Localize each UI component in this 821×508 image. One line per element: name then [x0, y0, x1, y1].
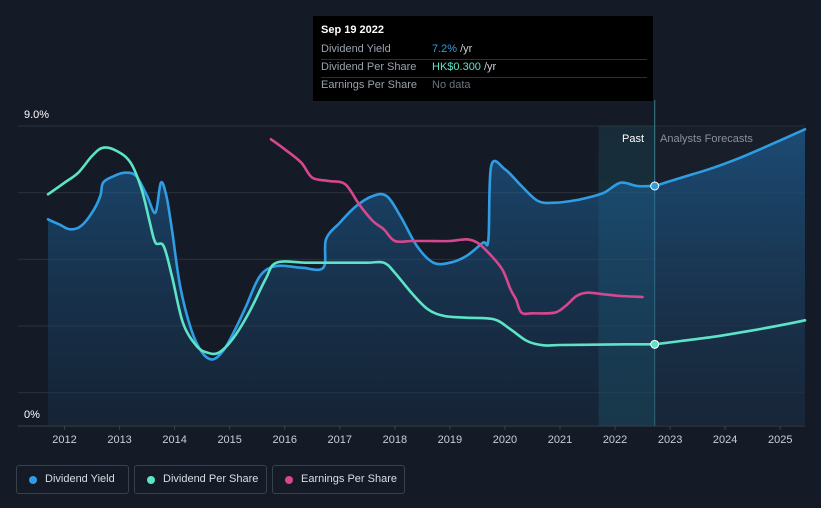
- tooltip-value: HK$0.300/yr: [432, 61, 497, 73]
- legend-dot-icon: [147, 476, 155, 484]
- tooltip-value: 7.2%/yr: [432, 43, 473, 55]
- dividend-yield-line: [46, 159, 656, 361]
- dividend-yield-forecast-line: [653, 128, 807, 188]
- x-tick-label: 2024: [713, 434, 737, 446]
- x-tick-label: 2019: [438, 434, 462, 446]
- dividend-yield-area: [48, 129, 805, 427]
- tooltip-row-dividend-per-share: Dividend Per Share HK$0.300/yr: [321, 61, 651, 75]
- legend-item-dividend-per-share[interactable]: Dividend Per Share: [134, 465, 267, 494]
- dividend-per-share-line: [46, 146, 656, 356]
- dividend-yield-marker: [650, 181, 660, 191]
- tooltip-row-dividend-yield: Dividend Yield 7.2%/yr: [321, 43, 651, 57]
- x-tick-label: 2021: [548, 434, 572, 446]
- x-tick-label: 2012: [52, 434, 76, 446]
- x-tick-label: 2015: [217, 434, 241, 446]
- tooltip-value: No data: [432, 79, 471, 91]
- legend-dot-icon: [285, 476, 293, 484]
- legend-item-dividend-yield[interactable]: Dividend Yield: [16, 465, 129, 494]
- axis-labels: 9.0% 0% Past Analysts Forecasts: [24, 109, 753, 421]
- x-tick-label: 2016: [272, 434, 296, 446]
- tooltip-row-earnings-per-share: Earnings Per Share No data: [321, 79, 651, 93]
- tooltip-label: Dividend Per Share: [321, 61, 417, 73]
- tooltip-label: Dividend Yield: [321, 43, 391, 55]
- x-tick-label: 2022: [603, 434, 627, 446]
- past-label: Past: [622, 133, 644, 145]
- x-tick-label: 2017: [328, 434, 352, 446]
- dividend-per-share-forecast-line: [653, 319, 807, 346]
- x-axis-ticks: 2012 2013 2014 2015 2016 2017 2018 2019 2020 2021…: [52, 426, 792, 446]
- tooltip-label: Earnings Per Share: [321, 79, 417, 91]
- tooltip: Sep 19 2022 Dividend Yield 7.2%/yr Divid…: [313, 16, 653, 101]
- x-tick-label: 2013: [107, 434, 131, 446]
- legend-item-earnings-per-share[interactable]: Earnings Per Share: [272, 465, 405, 494]
- x-tick-label: 2020: [493, 434, 517, 446]
- y-axis-bottom-label: 0%: [24, 409, 40, 421]
- tooltip-date: Sep 19 2022: [321, 24, 384, 36]
- x-tick-label: 2023: [658, 434, 682, 446]
- x-tick-label: 2018: [383, 434, 407, 446]
- series-fills: [48, 129, 805, 427]
- dividend-per-share-marker: [650, 339, 660, 349]
- y-axis-top-label: 9.0%: [24, 109, 49, 121]
- x-tick-label: 2014: [162, 434, 186, 446]
- series-lines: [46, 128, 807, 361]
- earnings-per-share-line: [269, 138, 644, 316]
- forecast-label: Analysts Forecasts: [660, 133, 753, 145]
- x-tick-label: 2025: [768, 434, 792, 446]
- series-markers: [650, 181, 660, 349]
- legend-dot-icon: [29, 476, 37, 484]
